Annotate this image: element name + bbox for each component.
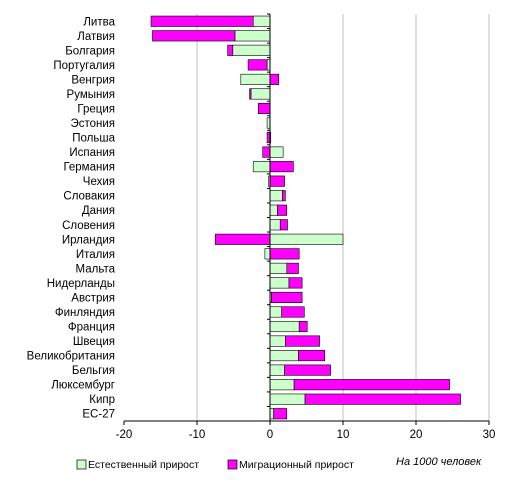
bar-migration-increase: [281, 306, 305, 318]
category-label: Нидерланды: [47, 278, 115, 290]
bar-natural-increase: [269, 262, 288, 274]
category-label: Эстония: [70, 118, 115, 130]
category-label: Ирландия: [62, 234, 115, 246]
bar-natural-increase: [269, 320, 300, 333]
category-label: Австрия: [71, 292, 115, 304]
axes: [123, 13, 490, 425]
bar-natural-increase: [232, 44, 271, 56]
bar-natural-increase: [269, 335, 286, 347]
bar-migration-increase: [293, 379, 450, 391]
bar-migration-increase: [271, 291, 303, 303]
bar-natural-increase: [269, 146, 284, 158]
bar-natural-increase: [269, 219, 281, 231]
bar-natural-increase: [269, 190, 283, 202]
category-label: Польша: [72, 133, 115, 145]
bar-migration-increase: [282, 190, 286, 202]
category-label: Венгрия: [71, 74, 115, 86]
bar-natural-increase: [269, 408, 274, 420]
x-tick-labels: -20 -10 0 10 20 30: [116, 429, 496, 441]
bar-migration-increase: [249, 88, 252, 100]
legend-swatch-natural: [76, 459, 87, 470]
bar-natural-increase: [269, 364, 285, 376]
category-label: Кипр: [89, 394, 115, 406]
bar-natural-increase: [269, 393, 306, 405]
category-label: Греция: [77, 103, 115, 115]
bar-natural-increase: [252, 15, 271, 27]
legend-swatch-migration: [227, 459, 238, 470]
legend: Естественный прирост Миграционный прирос…: [76, 459, 354, 471]
category-label: Мальта: [76, 263, 116, 275]
category-label: Италия: [76, 249, 115, 261]
bar-migration-increase: [286, 262, 299, 274]
bar-migration-increase: [298, 320, 308, 333]
category-label: Чехия: [83, 176, 115, 188]
bar-migration-increase: [262, 146, 271, 158]
bar-natural-increase: [240, 73, 271, 85]
bar-natural-increase: [269, 350, 299, 362]
category-label: Франция: [68, 322, 115, 334]
bar-migration-increase: [152, 30, 236, 42]
bar-natural-increase: [269, 233, 344, 245]
bar-migration-increase: [269, 175, 285, 187]
category-label: Португалия: [53, 60, 115, 72]
bar-migration-increase: [269, 161, 294, 173]
bar-migration-increase: [285, 335, 320, 347]
unit-note: На 1000 человек: [396, 456, 482, 468]
category-label: Словакия: [63, 191, 115, 203]
bar-natural-increase: [264, 248, 271, 260]
category-label: Люксембург: [51, 380, 115, 392]
x-tick-label: -10: [189, 429, 206, 441]
bar-natural-increase: [269, 204, 278, 216]
bar-migration-increase: [227, 44, 234, 56]
category-label: Литва: [83, 16, 115, 28]
bar-migration-increase: [258, 102, 271, 115]
bar-natural-increase: [250, 88, 271, 100]
x-tick-label: 20: [410, 429, 423, 441]
bar-natural-increase: [252, 161, 271, 173]
x-tick-label: 30: [483, 429, 496, 441]
bar-migration-increase: [284, 364, 331, 376]
legend-label-natural: Естественный прирост: [88, 459, 199, 471]
bar-migration-increase: [276, 204, 288, 216]
bar-migration-increase: [279, 219, 288, 231]
bar-natural-increase: [269, 379, 295, 391]
category-label: Великобритания: [27, 351, 115, 363]
bar-migration-increase: [214, 233, 271, 245]
category-label: ЕС-27: [82, 409, 115, 421]
bar-migration-increase: [247, 59, 268, 71]
bar-migration-increase: [269, 73, 280, 85]
x-tick-label: 0: [267, 429, 273, 441]
x-tick-label: -20: [116, 429, 133, 441]
bar-natural-increase: [234, 30, 271, 42]
category-label: Болгария: [65, 45, 115, 57]
x-tick-label: 10: [337, 429, 350, 441]
category-label: Дания: [82, 205, 115, 217]
bar-migration-increase: [288, 277, 303, 289]
category-label: Румыния: [67, 89, 115, 101]
bar-migration-increase: [304, 393, 461, 405]
bar-migration-increase: [269, 248, 300, 260]
category-label: Финляндия: [55, 307, 115, 319]
category-label: Латвия: [77, 31, 115, 43]
category-label: Бельгия: [72, 365, 115, 377]
bar-migration-increase: [150, 15, 254, 27]
bar-natural-increase: [269, 306, 282, 318]
bars: [150, 15, 461, 420]
legend-label-migration: Миграционный прирост: [239, 459, 354, 471]
category-label: Германия: [63, 162, 115, 174]
category-label: Швеция: [73, 336, 115, 348]
bar-natural-increase: [269, 277, 290, 289]
bar-migration-increase: [273, 408, 288, 420]
category-label: Словения: [62, 220, 115, 232]
category-labels: Литва Латвия Болгария Португалия Венгрия Румы…: [27, 16, 116, 420]
category-label: Испания: [69, 147, 115, 159]
bar-migration-increase: [298, 350, 326, 362]
